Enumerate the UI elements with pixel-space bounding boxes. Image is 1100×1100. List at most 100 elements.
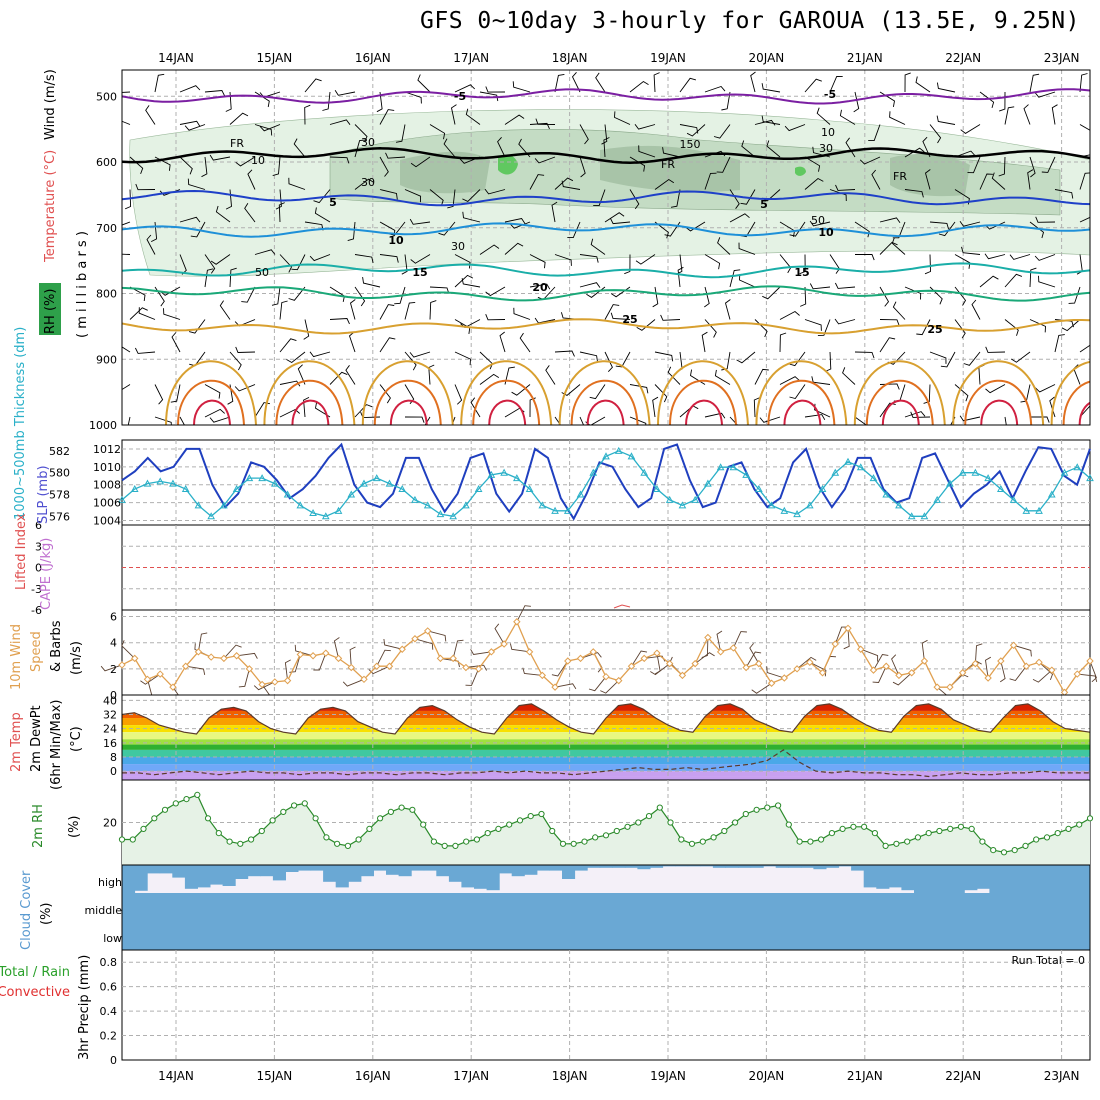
wind-barb <box>497 136 506 158</box>
wind-barb <box>184 124 206 131</box>
high-cloud-bar <box>939 865 953 893</box>
wind10-barb <box>368 665 390 675</box>
wind10-point <box>322 649 330 657</box>
wind10-barb <box>452 639 464 659</box>
wind-barb <box>297 364 306 385</box>
wind-barb <box>736 351 756 364</box>
day-label: 18JAN <box>552 51 588 65</box>
wind10-point <box>1048 666 1056 674</box>
dewpoint-line <box>122 749 1090 778</box>
wind-barb <box>454 274 474 288</box>
isotherm-35-arc <box>193 399 231 425</box>
wind-barb <box>929 124 942 144</box>
day-label: 19JAN <box>650 51 686 65</box>
isotherm-30-arc <box>177 379 245 425</box>
wind10-barb <box>253 681 275 691</box>
wind-barb <box>329 156 350 164</box>
high-cloud-bar <box>826 865 840 868</box>
thickness-point <box>525 484 534 493</box>
wind-barb <box>929 221 950 230</box>
wind-barb <box>247 169 256 190</box>
high-cloud-bar <box>461 865 475 888</box>
thickness-point <box>347 490 356 498</box>
wind10-point <box>538 671 547 680</box>
rh2m-point <box>194 791 201 799</box>
wind-barb <box>979 91 995 109</box>
wind-barb <box>210 254 231 265</box>
isotherm-25 <box>122 318 1090 335</box>
middle-cloud-bar <box>122 893 1090 922</box>
wind10-axis: 0 2 4 6 <box>110 611 117 702</box>
wind10-barb <box>701 637 709 658</box>
wind-barb <box>704 85 726 93</box>
thickness-point <box>334 506 343 514</box>
temp2m-label-b: 2m DewPt <box>29 705 44 772</box>
high-cloud-bar <box>976 865 990 889</box>
wind-barb <box>345 365 356 385</box>
wind10-barb <box>1032 669 1053 683</box>
isotherm-35-arc <box>783 399 822 425</box>
thickness-point <box>831 468 840 476</box>
wind-barb <box>315 402 331 418</box>
wind10-point <box>704 633 712 642</box>
wind-barb <box>379 156 389 177</box>
wind-barb <box>1030 416 1050 423</box>
rh2m-point <box>1065 825 1072 833</box>
wind-barb <box>534 156 556 164</box>
low-cloud-bar <box>122 921 1090 950</box>
pressure-tick: 500 <box>96 90 117 103</box>
wind10-point <box>831 640 839 648</box>
isotherm-30-arc <box>1062 380 1090 425</box>
day-label: 21JAN <box>847 51 883 65</box>
wind-barb <box>686 124 706 137</box>
thickness-point <box>946 479 954 487</box>
wind10-point <box>640 654 648 663</box>
rh2m-tick: 20 <box>103 817 117 830</box>
wind-barb <box>204 408 225 418</box>
wind10-point <box>997 657 1005 665</box>
wind-barb <box>579 254 599 263</box>
wind-barb <box>254 249 276 255</box>
rh2m-point <box>871 830 879 837</box>
wind10-point <box>423 627 432 635</box>
wind-barb <box>1004 416 1007 425</box>
wind-barb <box>1079 216 1090 223</box>
thickness-point <box>118 495 126 503</box>
wind10-point <box>1035 658 1043 667</box>
wind-barb <box>604 304 620 320</box>
wind-barb <box>484 188 506 195</box>
wind-barb <box>170 384 181 403</box>
wind-barb <box>677 266 684 288</box>
wind-barb <box>817 319 831 336</box>
temp-band <box>122 749 1090 757</box>
wind-barb <box>504 114 525 125</box>
wind-barb <box>635 254 656 265</box>
thickness-point <box>1073 463 1082 471</box>
wind10-point <box>232 652 241 660</box>
isotherm-35-arc <box>488 399 527 425</box>
wind-barb <box>835 184 856 191</box>
wind-barb <box>145 105 156 125</box>
wind10-point <box>793 665 801 673</box>
wind-barb <box>654 351 674 362</box>
wind10-point <box>207 653 215 661</box>
wind-barb <box>241 286 256 303</box>
high-cloud-bar <box>511 865 525 877</box>
wind-barb <box>879 286 890 307</box>
isotherm-25-arc <box>952 360 1045 425</box>
isotherm-label: 25 <box>622 313 637 326</box>
wind-barb <box>129 156 144 175</box>
precip-label-b: Total / Rain <box>0 965 70 980</box>
wind-barb <box>450 104 457 125</box>
wind-barb <box>629 80 649 93</box>
wind-barb <box>313 189 331 204</box>
wind10-barb <box>494 623 505 645</box>
wind-barb <box>314 207 331 223</box>
wind-barb <box>891 237 906 255</box>
wind-barb <box>362 277 381 288</box>
wind-barb <box>485 314 506 321</box>
wind10-point <box>933 683 941 691</box>
wind-barb <box>122 384 131 391</box>
thickness-point <box>920 512 929 520</box>
wind-barb <box>254 402 270 418</box>
